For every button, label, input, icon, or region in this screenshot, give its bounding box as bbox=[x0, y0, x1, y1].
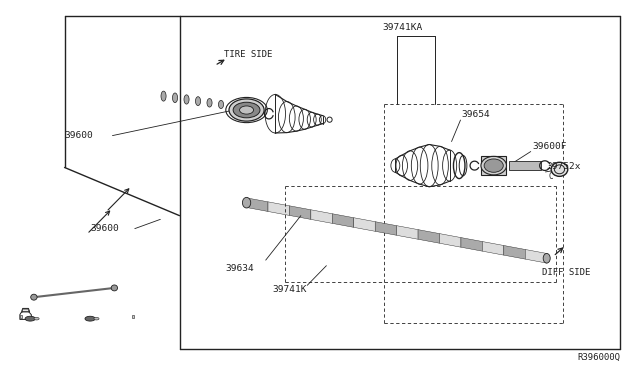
Polygon shape bbox=[268, 202, 289, 215]
Polygon shape bbox=[22, 309, 29, 311]
Text: 39741KA: 39741KA bbox=[383, 23, 423, 32]
Polygon shape bbox=[354, 218, 375, 231]
Text: 39654: 39654 bbox=[462, 110, 490, 119]
Text: 39600: 39600 bbox=[90, 224, 119, 233]
Ellipse shape bbox=[111, 285, 118, 291]
Ellipse shape bbox=[207, 99, 212, 107]
Polygon shape bbox=[483, 241, 504, 255]
Polygon shape bbox=[504, 246, 525, 259]
Ellipse shape bbox=[195, 97, 200, 106]
Text: R396000Q: R396000Q bbox=[577, 353, 620, 362]
Polygon shape bbox=[246, 198, 268, 211]
Ellipse shape bbox=[34, 317, 39, 320]
Polygon shape bbox=[22, 308, 29, 312]
Ellipse shape bbox=[484, 159, 503, 172]
Bar bbox=[20, 315, 22, 318]
Text: 39741K: 39741K bbox=[273, 285, 307, 294]
Bar bbox=[481, 156, 506, 175]
Text: 39600: 39600 bbox=[65, 131, 93, 140]
Ellipse shape bbox=[233, 102, 260, 118]
Polygon shape bbox=[375, 222, 397, 235]
Ellipse shape bbox=[481, 156, 506, 175]
Polygon shape bbox=[332, 214, 354, 227]
Ellipse shape bbox=[25, 316, 35, 321]
Polygon shape bbox=[525, 250, 547, 263]
Polygon shape bbox=[397, 226, 418, 239]
Text: DIFF SIDE: DIFF SIDE bbox=[541, 267, 590, 276]
Polygon shape bbox=[440, 234, 461, 247]
Ellipse shape bbox=[543, 253, 550, 263]
Text: 39634: 39634 bbox=[226, 264, 255, 273]
Polygon shape bbox=[461, 238, 483, 251]
Bar bbox=[132, 315, 134, 318]
Ellipse shape bbox=[229, 99, 264, 121]
Polygon shape bbox=[20, 312, 31, 320]
Polygon shape bbox=[418, 230, 440, 243]
Ellipse shape bbox=[551, 162, 568, 176]
Polygon shape bbox=[311, 210, 332, 223]
Ellipse shape bbox=[31, 294, 37, 300]
Text: C: C bbox=[548, 172, 553, 181]
Ellipse shape bbox=[85, 316, 95, 321]
Bar bbox=[509, 161, 541, 170]
Ellipse shape bbox=[184, 95, 189, 104]
Text: 39600F: 39600F bbox=[532, 142, 566, 151]
Ellipse shape bbox=[243, 198, 251, 208]
Ellipse shape bbox=[239, 106, 253, 114]
Text: TIRE SIDE: TIRE SIDE bbox=[224, 50, 273, 59]
Ellipse shape bbox=[161, 91, 166, 101]
Ellipse shape bbox=[173, 93, 177, 103]
Text: 39752x: 39752x bbox=[547, 162, 581, 171]
Ellipse shape bbox=[94, 317, 99, 320]
Polygon shape bbox=[289, 206, 311, 219]
Ellipse shape bbox=[218, 100, 223, 109]
Ellipse shape bbox=[327, 117, 332, 122]
